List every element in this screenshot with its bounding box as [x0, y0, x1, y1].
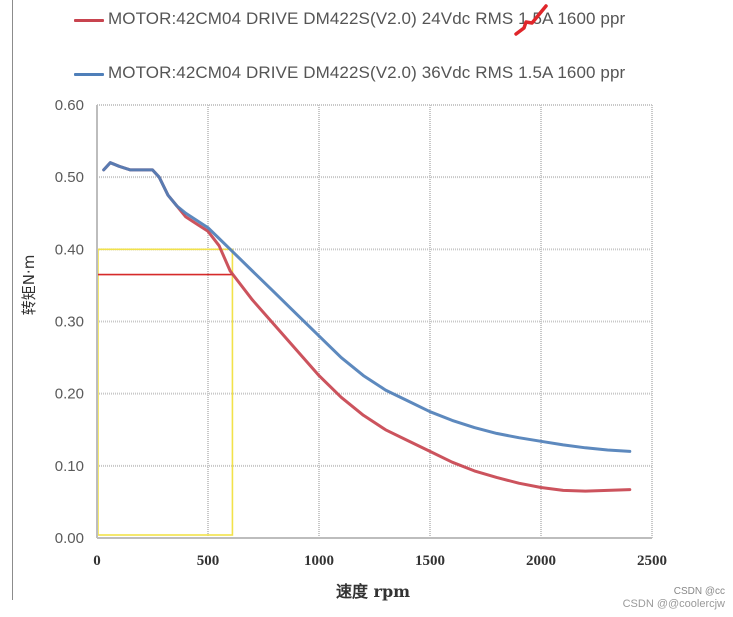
- legend-label-24v: MOTOR:42CM04 DRIVE DM422S(V2.0) 24Vdc RM…: [108, 9, 626, 28]
- x-tick-label-1000: 1000: [304, 553, 334, 569]
- legend-swatch-36v: [74, 73, 104, 76]
- yellow-highlight-box: [97, 248, 234, 536]
- red-slash-mark: [514, 4, 548, 36]
- annotation-boxes: [96, 248, 234, 536]
- x-tick-label-2000: 2000: [526, 553, 556, 569]
- watermark-line-1: CSDN @cc: [673, 586, 725, 597]
- legend-item-36v: MOTOR:42CM04 DRIVE DM422S(V2.0) 36Vdc RM…: [72, 60, 712, 86]
- tick-labels: 0 500 1000 1500 2000 2500 0.00 0.10 0.20 0.30 0.40…: [55, 97, 667, 569]
- y-tick-label-0.60: 0.60: [55, 97, 84, 114]
- series-line-36v: [102, 161, 632, 453]
- y-axis-title: 转矩N·m: [20, 255, 38, 316]
- grid: [97, 104, 653, 538]
- axes: [96, 105, 652, 539]
- x-tick-label-2500: 2500: [637, 553, 667, 569]
- y-tick-label-0.50: 0.50: [55, 169, 84, 186]
- series-lines: [102, 161, 632, 493]
- x-tick-label-500: 500: [197, 553, 220, 569]
- y-tick-label-0.30: 0.30: [55, 314, 84, 331]
- watermark-line-2: CSDN @@coolercjw: [622, 598, 725, 610]
- x-tick-label-0: 0: [93, 553, 101, 569]
- left-border-line: [12, 0, 13, 600]
- legend-swatch-24v: [74, 19, 104, 22]
- x-tick-label-1500: 1500: [415, 553, 445, 569]
- red-highlight-box: [96, 273, 233, 535]
- x-axis-title: 速度 rpm: [336, 582, 410, 601]
- y-tick-label-0.00: 0.00: [55, 530, 84, 547]
- y-tick-label-0.10: 0.10: [55, 458, 84, 475]
- legend: MOTOR:42CM04 DRIVE DM422S(V2.0) 24Vdc RM…: [72, 4, 712, 114]
- legend-label-36v: MOTOR:42CM04 DRIVE DM422S(V2.0) 36Vdc RM…: [108, 63, 626, 82]
- y-tick-label-0.40: 0.40: [55, 241, 84, 258]
- legend-item-24v: MOTOR:42CM04 DRIVE DM422S(V2.0) 24Vdc RM…: [72, 4, 712, 36]
- y-tick-label-0.20: 0.20: [55, 386, 84, 403]
